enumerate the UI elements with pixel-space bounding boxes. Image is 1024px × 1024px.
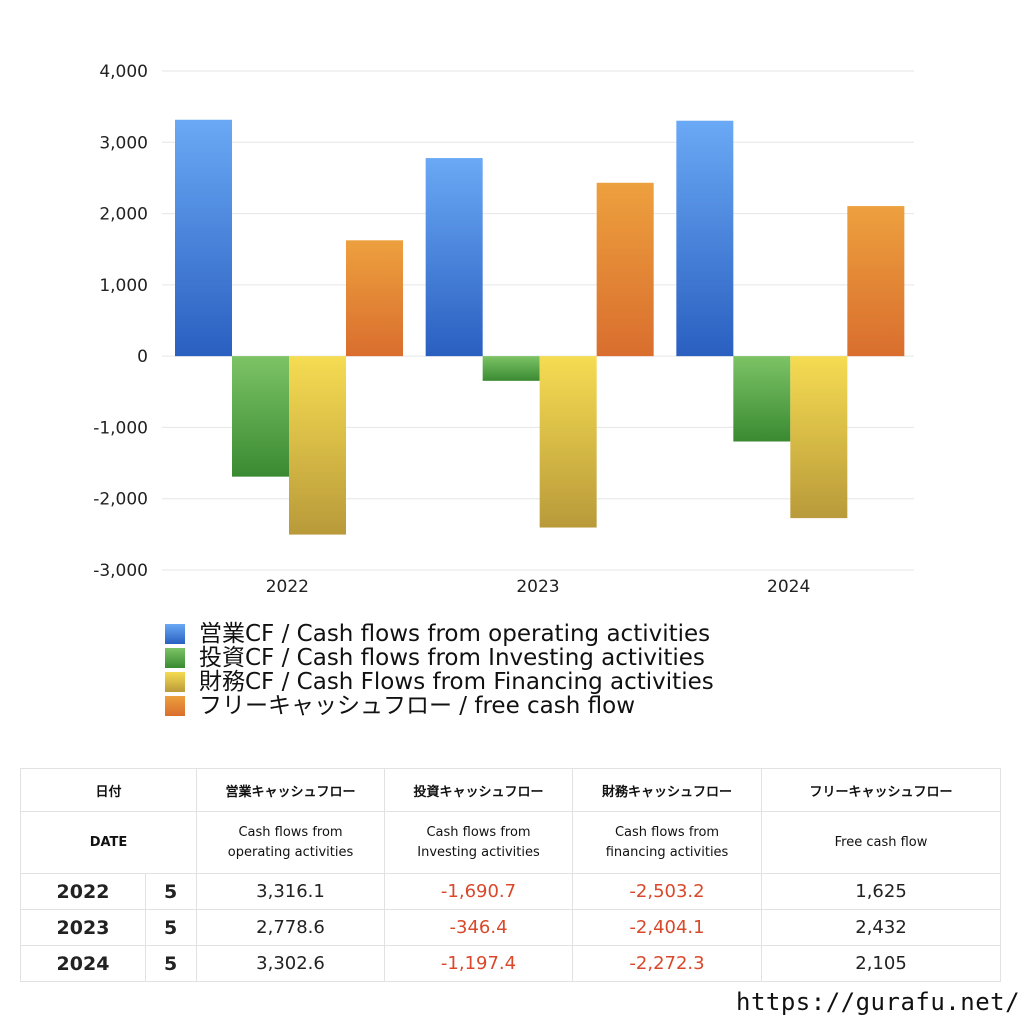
legend-swatch-operating [165, 624, 185, 644]
chart-legend: 営業CF / Cash flows from operating activit… [165, 622, 714, 718]
legend-item-operating: 営業CF / Cash flows from operating activit… [165, 622, 714, 646]
row-operating: 2,778.6 [196, 909, 386, 946]
row-month: 5 [144, 945, 198, 982]
legend-label-investing: 投資CF / Cash flows from Investing activit… [199, 645, 705, 671]
subheader-investing: Cash flows from Investing activities [384, 811, 574, 874]
y-tick-label: 2,000 [99, 205, 148, 225]
y-tick-label: 3,000 [99, 133, 148, 153]
header-operating: 営業キャッシュフロー [196, 768, 386, 812]
table-row: 2024 5 3,302.6 -1,197.4 -2,272.3 2,105 [20, 945, 1002, 982]
bar-2022-series-2 [289, 356, 346, 535]
row-financing: -2,272.3 [572, 945, 763, 982]
bar-2023-series-0 [425, 158, 483, 357]
x-tick-label: 2023 [516, 577, 559, 597]
row-financing: -2,503.2 [572, 873, 763, 910]
bar-2023-series-3 [596, 182, 654, 357]
row-free-cash-flow: 1,625 [761, 873, 1002, 910]
legend-item-investing: 投資CF / Cash flows from Investing activit… [165, 646, 714, 670]
bar-2022-series-1 [232, 356, 289, 477]
legend-item-free-cash-flow: フリーキャッシュフロー / free cash flow [165, 694, 714, 718]
bar-2023-series-1 [482, 356, 540, 381]
y-tick-label: 0 [137, 347, 148, 367]
legend-swatch-free-cash-flow [165, 696, 185, 716]
table-header-row: 日付 営業キャッシュフロー 投資キャッシュフロー 財務キャッシュフロー フリーキ… [19, 768, 1002, 812]
cash-flow-bar-chart: 4,000 3,000 2,000 1,000 0 -1,000 -2,000 -3,000 2… [93, 62, 914, 597]
x-tick-label: 2022 [266, 577, 309, 597]
legend-swatch-financing [165, 672, 185, 692]
row-year: 2023 [20, 909, 146, 946]
row-month: 5 [144, 909, 198, 946]
subheader-operating: Cash flows from operating activities [196, 811, 386, 874]
header-date: 日付 [19, 768, 198, 812]
legend-swatch-investing [165, 648, 185, 668]
site-url[interactable]: https://gurafu.net/ [736, 988, 1021, 1016]
y-tick-label: 1,000 [99, 276, 148, 296]
bar-2024-series-0 [676, 120, 734, 357]
y-tick-label: 4,000 [99, 62, 148, 82]
bar-2022-series-0 [175, 119, 232, 357]
table-subheader-row: DATE Cash flows from operating activities… [19, 811, 1002, 874]
legend-label-financing: 財務CF / Cash Flows from Financing activit… [199, 669, 714, 695]
bar-2022-series-3 [346, 240, 403, 357]
subheader-financing: Cash flows from financing activities [572, 811, 763, 874]
bar-2023-series-2 [539, 356, 597, 528]
row-free-cash-flow: 2,432 [761, 909, 1002, 946]
cash-flow-table: 日付 営業キャッシュフロー 投資キャッシュフロー 財務キャッシュフロー フリーキ… [19, 768, 1002, 982]
row-investing: -346.4 [384, 909, 574, 946]
bar-2024-series-3 [847, 206, 905, 357]
y-tick-label: -1,000 [93, 418, 148, 438]
row-operating: 3,302.6 [196, 945, 386, 982]
bar-2024-series-2 [790, 356, 848, 519]
row-month: 5 [144, 873, 198, 910]
y-tick-label: -2,000 [93, 490, 148, 510]
legend-item-financing: 財務CF / Cash Flows from Financing activit… [165, 670, 714, 694]
row-year: 2024 [20, 945, 146, 982]
bar-2024-series-1 [733, 356, 791, 442]
legend-label-operating: 営業CF / Cash flows from operating activit… [199, 621, 711, 647]
row-free-cash-flow: 2,105 [761, 945, 1002, 982]
row-investing: -1,197.4 [384, 945, 574, 982]
row-operating: 3,316.1 [196, 873, 386, 910]
row-financing: -2,404.1 [572, 909, 763, 946]
x-tick-label: 2024 [767, 577, 810, 597]
header-investing: 投資キャッシュフロー [384, 768, 574, 812]
row-year: 2022 [20, 873, 146, 910]
table-row: 2023 5 2,778.6 -346.4 -2,404.1 2,432 [20, 909, 1002, 946]
legend-label-free-cash-flow: フリーキャッシュフロー / free cash flow [199, 693, 636, 719]
table-row: 2022 5 3,316.1 -1,690.7 -2,503.2 1,625 [20, 873, 1002, 910]
y-tick-label: -3,000 [93, 561, 148, 581]
header-free-cash-flow: フリーキャッシュフロー [761, 768, 1002, 812]
row-investing: -1,690.7 [384, 873, 574, 910]
header-financing: 財務キャッシュフロー [572, 768, 763, 812]
subheader-date: DATE [19, 811, 198, 874]
subheader-free-cash-flow: Free cash flow [761, 811, 1002, 874]
